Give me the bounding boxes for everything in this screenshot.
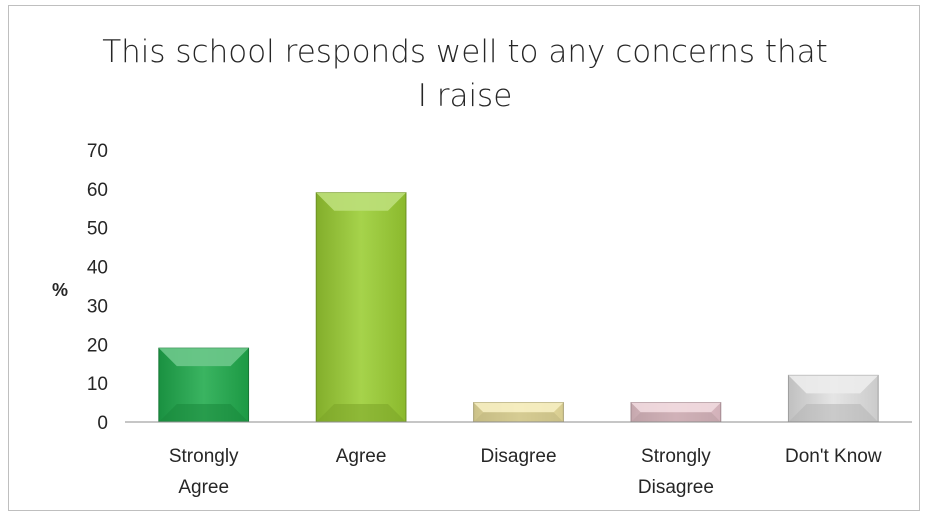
y-tick-label: 0	[97, 413, 108, 434]
y-axis-ticks: 0 10 20 30 40 50 60 70	[87, 141, 108, 434]
category-label: Agree	[178, 477, 229, 498]
y-tick-label: 40	[87, 258, 108, 279]
y-tick-label: 50	[87, 219, 108, 240]
chart-frame	[8, 5, 920, 511]
category-label: Agree	[336, 446, 387, 467]
bar-bevel-top	[788, 375, 879, 394]
chart-title: This school responds well to any concern…	[30, 30, 900, 118]
bar	[158, 347, 250, 423]
category-label: Don't Know	[785, 446, 882, 467]
bar-bevel-bottom	[158, 404, 249, 422]
y-tick-label: 70	[87, 141, 108, 162]
bar	[315, 192, 407, 423]
bar-bevel-bottom	[316, 404, 406, 422]
bar	[630, 402, 722, 423]
y-tick-label: 20	[87, 335, 108, 356]
bar-bevel-bottom	[788, 404, 879, 422]
bars	[158, 192, 879, 423]
bar-bevel-top	[473, 402, 564, 413]
chart-title-line-2: I raise	[417, 78, 513, 114]
category-label: Disagree	[480, 446, 556, 467]
category-label: Disagree	[638, 477, 714, 498]
bar-bevel-top	[316, 192, 406, 211]
bar	[787, 374, 879, 423]
chart-title-line-1: This school responds well to any concern…	[102, 34, 828, 70]
bar-bevel-bottom	[473, 412, 564, 422]
y-axis-label: %	[52, 280, 68, 300]
category-label: Strongly	[169, 446, 239, 467]
bar-bevel-bottom	[631, 412, 721, 422]
bar	[473, 402, 564, 423]
y-tick-label: 60	[87, 180, 108, 201]
bar-body	[315, 192, 407, 423]
category-labels: Strongly Agree Agree Disagree Strongly Disagr…	[169, 446, 882, 498]
y-tick-label: 10	[87, 374, 108, 395]
category-label: Strongly	[641, 446, 711, 467]
bar-bevel-top	[631, 402, 721, 413]
y-tick-label: 30	[87, 296, 108, 317]
bar-bevel-top	[158, 348, 249, 367]
